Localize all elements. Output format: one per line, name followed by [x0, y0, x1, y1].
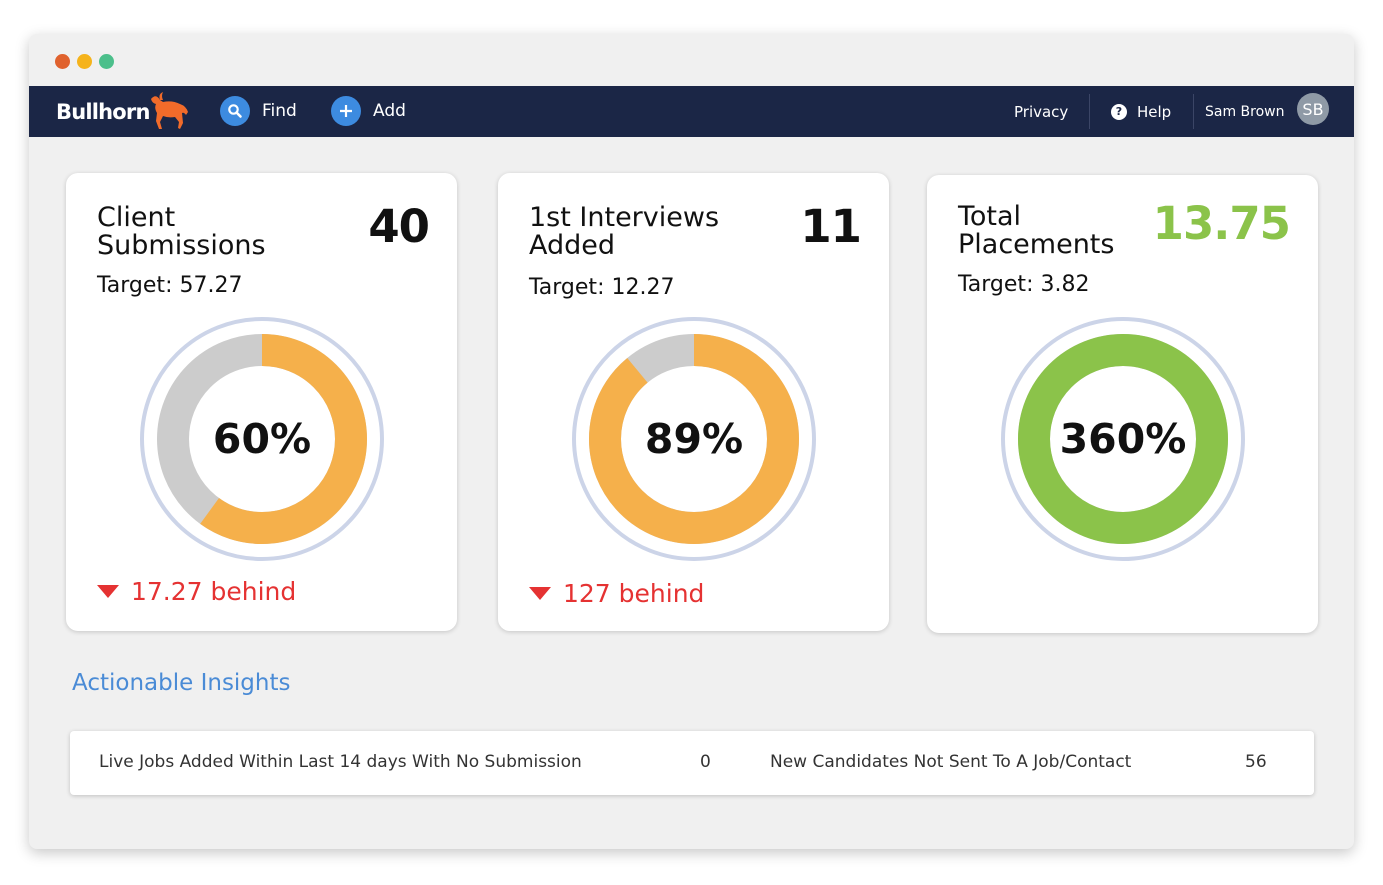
search-icon	[220, 96, 250, 126]
card-title: Total Placements	[958, 201, 1115, 260]
behind-text: 127 behind	[563, 579, 705, 608]
percent-label: 89%	[644, 415, 744, 463]
brand-name: Bullhorn	[56, 100, 150, 124]
progress-donut	[1001, 317, 1245, 561]
percent-label: 60%	[212, 415, 312, 463]
help-link[interactable]: ? Help	[1111, 86, 1171, 137]
card-title: Client Submissions	[97, 202, 266, 261]
privacy-label: Privacy	[1014, 102, 1069, 121]
title-bar	[29, 34, 1354, 86]
insights-heading: Actionable Insights	[72, 670, 291, 696]
donut-progress-arc	[157, 334, 367, 544]
avatar[interactable]: SB	[1297, 93, 1329, 125]
donut-progress-arc	[1018, 334, 1228, 544]
nav-divider	[1089, 94, 1090, 129]
privacy-link[interactable]: Privacy	[1014, 86, 1068, 137]
insight-item-value[interactable]: 56	[1245, 752, 1267, 772]
donut-outer-ring	[1001, 317, 1245, 561]
donut-progress-arc	[589, 334, 799, 544]
add-label: Add	[373, 101, 406, 121]
user-name: Sam Brown	[1205, 103, 1285, 120]
user-menu[interactable]: Sam Brown	[1205, 86, 1285, 137]
help-icon: ?	[1111, 103, 1127, 120]
card-target: Target: 3.82	[958, 272, 1090, 297]
kpi-card-total-placements[interactable]: Total Placements 13.75 Target: 3.82 360%	[927, 175, 1318, 633]
card-target: Target: 57.27	[97, 273, 243, 298]
card-title: 1st Interviews Added	[529, 202, 720, 261]
add-nav-button[interactable]: Add	[331, 96, 406, 126]
bull-icon	[151, 92, 188, 129]
insight-item-label[interactable]: New Candidates Not Sent To A Job/Contact	[770, 752, 1132, 772]
find-label: Find	[262, 101, 297, 121]
find-nav-button[interactable]: Find	[220, 96, 297, 126]
card-value: 40	[368, 200, 430, 253]
help-label: Help	[1137, 102, 1172, 121]
card-value: 13.75	[1152, 197, 1291, 250]
donut-outer-ring	[572, 317, 816, 561]
minimize-window-dot[interactable]	[77, 54, 92, 69]
close-window-dot[interactable]	[55, 54, 70, 69]
progress-donut	[140, 317, 384, 561]
kpi-card-client-submissions[interactable]: Client Submissions 40 Target: 57.27 60% …	[66, 173, 457, 631]
behind-indicator: 127 behind	[529, 579, 704, 608]
nav-divider	[1193, 94, 1194, 129]
top-navbar: Bullhorn Find Add Privacy ? Help	[29, 86, 1354, 137]
percent-label: 360%	[1059, 415, 1187, 463]
donut-outer-ring	[140, 317, 384, 561]
down-triangle-icon	[97, 585, 119, 598]
progress-donut	[572, 317, 816, 561]
app-window: Bullhorn Find Add Privacy ? Help	[29, 34, 1354, 849]
insights-panel: Live Jobs Added Within Last 14 days With…	[70, 731, 1314, 795]
insight-item-value[interactable]: 0	[700, 752, 711, 772]
plus-icon	[331, 96, 361, 126]
kpi-card-first-interviews[interactable]: 1st Interviews Added 11 Target: 12.27 89…	[498, 173, 889, 631]
behind-text: 17.27 behind	[131, 577, 297, 606]
card-value: 11	[800, 200, 862, 253]
insight-item-label[interactable]: Live Jobs Added Within Last 14 days With…	[99, 752, 582, 772]
down-triangle-icon	[529, 587, 551, 600]
behind-indicator: 17.27 behind	[97, 577, 296, 606]
card-target: Target: 12.27	[529, 275, 675, 300]
maximize-window-dot[interactable]	[99, 54, 114, 69]
